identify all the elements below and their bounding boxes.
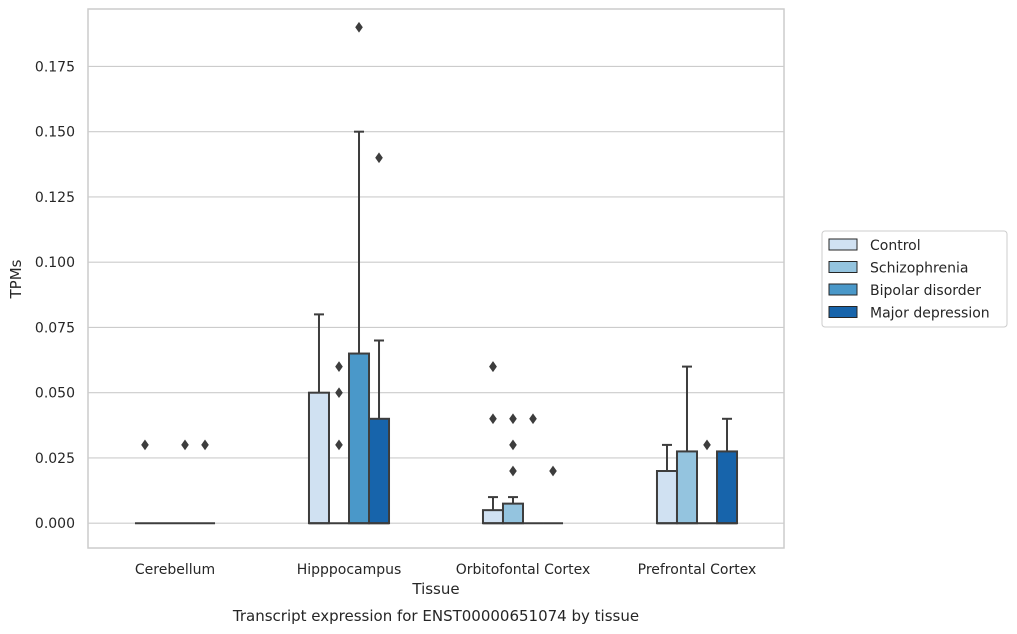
outlier-point — [509, 413, 517, 425]
legend-swatch — [828, 238, 858, 251]
plot-area — [87, 8, 785, 549]
box-3-3 — [716, 417, 739, 525]
outlier-point — [181, 439, 189, 451]
legend-label: Schizophrenia — [870, 261, 968, 277]
outlier-point — [141, 439, 149, 451]
y-tick-label: 0.000 — [35, 516, 75, 532]
box-3-0 — [655, 443, 678, 525]
box-body — [675, 450, 698, 525]
legend-swatch — [828, 283, 858, 296]
y-tick-label: 0.175 — [35, 59, 75, 75]
legend-items: Control Schizophrenia Bipolar disorder Majo… — [828, 238, 990, 322]
grid-lines — [88, 65, 784, 524]
outlier-point — [489, 361, 497, 372]
box-1-2 — [348, 21, 371, 525]
box-body — [348, 352, 371, 525]
legend-label: Major depression — [870, 306, 990, 322]
box-0-0 — [134, 439, 155, 525]
y-tick-label: 0.125 — [35, 190, 75, 206]
legend-label: Bipolar disorder — [870, 283, 981, 299]
legend-swatch — [828, 306, 858, 318]
box-3-2 — [697, 439, 718, 525]
outlier-point — [335, 361, 343, 372]
y-tick-label: 0.075 — [35, 320, 75, 336]
y-tick-label: 0.050 — [35, 386, 75, 402]
box-2-3 — [543, 465, 564, 525]
box-0-2 — [175, 439, 196, 525]
x-tick-label: Cerebellum — [135, 562, 215, 578]
outlier-point — [335, 387, 343, 399]
outlier-point — [355, 21, 363, 33]
outlier-point — [529, 413, 537, 425]
legend-label: Control — [870, 238, 921, 254]
box-body — [501, 502, 524, 525]
box-body — [481, 509, 504, 525]
box-body — [655, 470, 678, 525]
outlier-point — [703, 439, 711, 451]
y-axis-label: TPMs — [7, 259, 25, 299]
x-tick-label: Orbitofontal Cortex — [456, 562, 591, 578]
box-2-2 — [523, 413, 544, 525]
box-body — [368, 417, 391, 525]
box-groups — [134, 21, 739, 525]
x-tick-label: Prefrontal Cortex — [638, 562, 757, 578]
outlier-point — [375, 152, 383, 164]
box-0-3 — [195, 439, 216, 525]
y-tick-label: 0.100 — [35, 255, 75, 271]
box-1-3 — [368, 152, 391, 525]
chart-caption: Transcript expression for ENST0000065107… — [232, 607, 639, 625]
y-tick-labels: 0.000 0.025 0.050 0.075 0.100 0.125 0.150 0.175 — [35, 59, 75, 532]
outlier-point — [509, 465, 517, 477]
box-body — [307, 391, 330, 525]
box-body — [716, 450, 739, 525]
outlier-point — [549, 465, 557, 477]
outlier-point — [509, 439, 517, 451]
box-1-1 — [328, 361, 349, 525]
x-axis-label: Tissue — [411, 580, 459, 598]
outlier-point — [201, 439, 209, 451]
legend: Control Schizophrenia Bipolar disorder Majo… — [821, 230, 1008, 328]
x-tick-label: Hipppocampus — [297, 562, 402, 578]
legend-swatch — [828, 261, 858, 273]
x-tick-labels: Cerebellum Hipppocampus Orbitofontal Corte… — [135, 562, 756, 578]
box-1-0 — [307, 313, 330, 525]
y-tick-label: 0.150 — [35, 125, 75, 141]
outlier-point — [335, 439, 343, 451]
box-2-0 — [481, 361, 504, 525]
legend-frame — [821, 230, 1008, 328]
y-tick-label: 0.025 — [35, 451, 75, 467]
box-2-1 — [501, 413, 524, 525]
outlier-point — [489, 413, 497, 425]
box-3-1 — [675, 365, 698, 525]
